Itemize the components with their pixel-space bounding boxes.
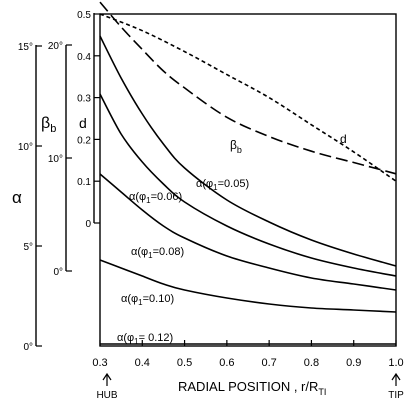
label-alpha-10: α(φ1=0.10)	[121, 293, 174, 307]
hub-marker: HUB	[96, 372, 118, 401]
d-tick-label: 0.3	[77, 94, 91, 105]
d-axis-symbol: d	[79, 115, 87, 131]
beta_b-tick-label: 0°	[53, 267, 63, 278]
label-alpha-08: α(φ1=0.08)	[131, 246, 184, 260]
x-ticks: 0.3 0.4 0.5 0.6 0.7 0.8 0.9 1.0	[92, 340, 404, 369]
tip-marker: TIP	[388, 372, 404, 401]
x-tick-label: 0.5	[177, 357, 192, 369]
hub-label: HUB	[96, 390, 117, 401]
x-axis-label: RADIAL POSITION , r/RTI	[178, 379, 326, 397]
x-tick-label: 0.8	[304, 357, 319, 369]
beta_b-tick-label: 10°	[48, 154, 63, 165]
x-tick-label: 0.4	[135, 357, 150, 369]
alpha-tick-label: 15°	[18, 42, 33, 53]
alpha-ticks: 0° 5° 10° 15°	[18, 42, 42, 353]
series-line-4	[99, 173, 397, 291]
x-tick-label: 0.9	[346, 357, 361, 369]
series-line-3	[99, 93, 397, 277]
label-beta-b: βb	[230, 138, 242, 155]
d-tick-label: 0.1	[77, 177, 91, 188]
beta-axis-symbol: βb	[41, 115, 56, 135]
series-layer	[99, 1, 397, 345]
d-tick-label: 0.4	[77, 52, 91, 63]
series-line-1	[99, 1, 397, 175]
series-line-2	[99, 35, 397, 267]
d-tick-label: 0.5	[77, 10, 91, 21]
alpha-tick-label: 0°	[23, 342, 33, 353]
alpha-axis-symbol: α	[12, 188, 22, 207]
d-tick-label: 0.2	[77, 135, 91, 146]
d-ticks: 0 0.1 0.2 0.3 0.4 0.5	[77, 10, 100, 230]
series-line-0	[99, 13, 397, 182]
beta_b-tick-label: 20°	[48, 41, 63, 52]
x-tick-label: 0.6	[219, 357, 234, 369]
plot-frame	[99, 13, 397, 347]
d-tick-label: 0	[85, 219, 91, 230]
label-alpha-06: α(φ1=0.06)	[129, 191, 182, 205]
x-tick-label: 1.0	[388, 357, 403, 369]
label-d: d	[340, 132, 347, 146]
label-alpha-12: α(φ1= 0.12)	[117, 332, 173, 346]
beta-ticks: 0° 10° 20°	[48, 41, 72, 278]
x-tick-label: 0.7	[261, 357, 276, 369]
x-tick-label: 0.3	[92, 357, 107, 369]
alpha-tick-label: 5°	[23, 242, 33, 253]
tip-label: TIP	[388, 390, 404, 401]
series-line-5	[99, 259, 397, 313]
label-alpha-05: α(φ1=0.05)	[196, 178, 249, 192]
alpha-tick-label: 10°	[18, 142, 33, 153]
